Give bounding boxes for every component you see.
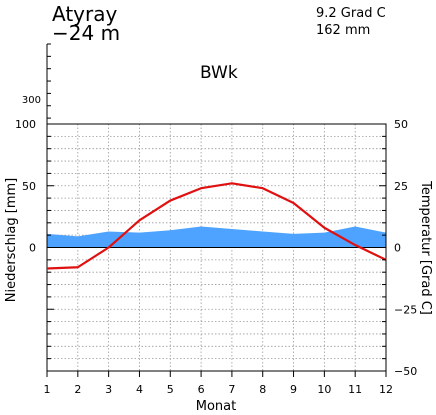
temp-tick-label: 50 bbox=[394, 118, 408, 131]
precip-upper-tick-label: 300 bbox=[22, 95, 41, 106]
x-axis-label: Monat bbox=[196, 399, 236, 414]
x-tick-label: 12 bbox=[379, 383, 393, 396]
x-tick-label: 3 bbox=[105, 383, 112, 396]
x-tick-label: 10 bbox=[317, 383, 331, 396]
precip-tick-label: 50 bbox=[22, 180, 36, 193]
x-tick-label: 5 bbox=[167, 383, 174, 396]
temp-tick-label: 0 bbox=[394, 242, 401, 255]
precip-tick-label: 0 bbox=[29, 242, 36, 255]
x-tick-label: 2 bbox=[74, 383, 81, 396]
x-tick-label: 6 bbox=[198, 383, 205, 396]
temp-tick-label: −25 bbox=[394, 303, 417, 316]
precipitation-area bbox=[47, 226, 386, 248]
axis-ticks bbox=[46, 43, 387, 377]
right-axis-label: Temperatur [Grad C] bbox=[418, 180, 433, 315]
station-elevation: −24 m bbox=[52, 21, 120, 45]
temperature-line bbox=[46, 182, 387, 270]
temp-tick-label: 25 bbox=[394, 180, 408, 193]
x-tick-label: 7 bbox=[228, 383, 235, 396]
x-tick-label: 4 bbox=[136, 383, 143, 396]
climate-classification: BWk bbox=[200, 63, 238, 83]
x-tick-label: 1 bbox=[44, 383, 51, 396]
annual-precipitation: 162 mm bbox=[316, 23, 370, 38]
temperature-series bbox=[46, 182, 387, 270]
precipitation-series bbox=[46, 226, 387, 248]
left-axis-label: Niederschlag [mm] bbox=[4, 178, 19, 303]
precip-tick-label: 100 bbox=[15, 118, 36, 131]
temp-tick-label: −50 bbox=[394, 365, 417, 378]
x-tick-label: 9 bbox=[290, 383, 297, 396]
x-tick-label: 11 bbox=[348, 383, 362, 396]
x-tick-label: 8 bbox=[259, 383, 266, 396]
station-name: Atyray bbox=[52, 2, 117, 26]
mean-temperature: 9.2 Grad C bbox=[316, 6, 386, 21]
